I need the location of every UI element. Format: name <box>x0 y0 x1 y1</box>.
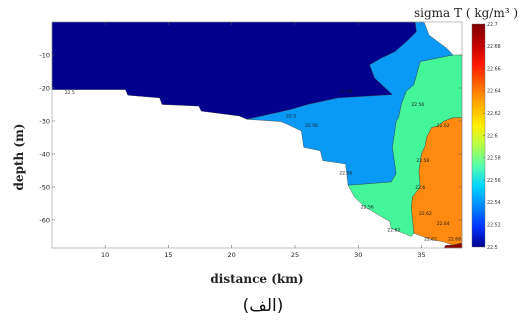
contour-label-9: 22.6 <box>415 185 425 191</box>
colorbar-ticks: 22.7 22.68 22.66 22.64 22.62 22.6 22.58 22.56 22… <box>483 22 501 251</box>
contour-label-2: 22.56 <box>339 89 352 95</box>
contour-label-11: 22.56 <box>361 205 374 211</box>
x-tick-label-30: 30 <box>354 251 362 259</box>
contour-label-4: 22.56 <box>305 123 318 129</box>
contour-fill-regions <box>51 21 463 249</box>
colorbar-tick-label-7: 22.58 <box>487 156 501 162</box>
x-tick-label-35: 35 <box>417 251 425 259</box>
y-tick-label-30: -30 <box>39 117 50 125</box>
x-tick-label-15: 15 <box>164 251 172 259</box>
y-tick-label-50: -50 <box>39 183 50 191</box>
x-axis-ticks: 10 15 20 25 30 35 <box>101 22 426 259</box>
contour-label-5: 22.56 <box>411 102 424 108</box>
x-tick-label-20: 20 <box>228 251 236 259</box>
contour-region-4 <box>411 117 463 246</box>
contour-label-12: 22.62 <box>387 228 400 234</box>
x-tick-label-10: 10 <box>101 251 109 259</box>
figure-caption: (الف) <box>242 296 284 316</box>
y-tick-label-60: -60 <box>39 216 50 224</box>
contour-label-15: 22.64 <box>437 221 450 227</box>
colorbar-tick-label-8: 22.56 <box>487 178 501 184</box>
colorbar-tick-label-5: 22.62 <box>487 111 501 117</box>
contour-label-3: 22.5 <box>286 113 296 119</box>
colorbar-tick-label-2: 22.68 <box>487 44 501 50</box>
plot-area-frame <box>51 21 463 249</box>
y-tick-label-40: -40 <box>39 150 50 158</box>
y-tick-label-10: -10 <box>39 51 50 59</box>
y-axis-title: depth (m) <box>12 124 26 191</box>
contour-label-13: 22.62 <box>424 237 437 243</box>
contour-label-10: 22.62 <box>419 211 432 217</box>
contour-label-14: 22.68 <box>448 236 461 242</box>
contour-label-8: 22.58 <box>416 158 429 164</box>
colorbar-tick-label-4: 22.64 <box>487 89 501 95</box>
contour-label-6: 22.62 <box>437 123 450 129</box>
colorbar-tick-label-3: 22.66 <box>487 66 501 72</box>
x-tick-label-25: 25 <box>291 251 299 259</box>
colorbar-tick-label-11: 22.5 <box>487 245 498 251</box>
colorbar-tick-label-9: 22.54 <box>487 200 501 206</box>
contour-labels: 22.5 22.56 22.5 22.56 22.56 22.62 22.56 22.58 22… <box>65 89 461 243</box>
colorbar-tick-label-1: 22.7 <box>487 22 498 28</box>
contour-label-7: 22.56 <box>339 170 352 176</box>
y-tick-label-20: -20 <box>39 84 50 92</box>
colorbar-tick-label-6: 22.6 <box>487 133 498 139</box>
y-axis-ticks: -10 -20 -30 -40 -50 -60 <box>39 51 462 224</box>
x-axis-title: distance (km) <box>210 272 303 286</box>
colorbar-tick-label-10: 22.52 <box>487 223 501 229</box>
contour-label-1: 22.5 <box>65 90 75 96</box>
colorbar-title: sigma T ( kg/m³ ) <box>414 6 518 20</box>
